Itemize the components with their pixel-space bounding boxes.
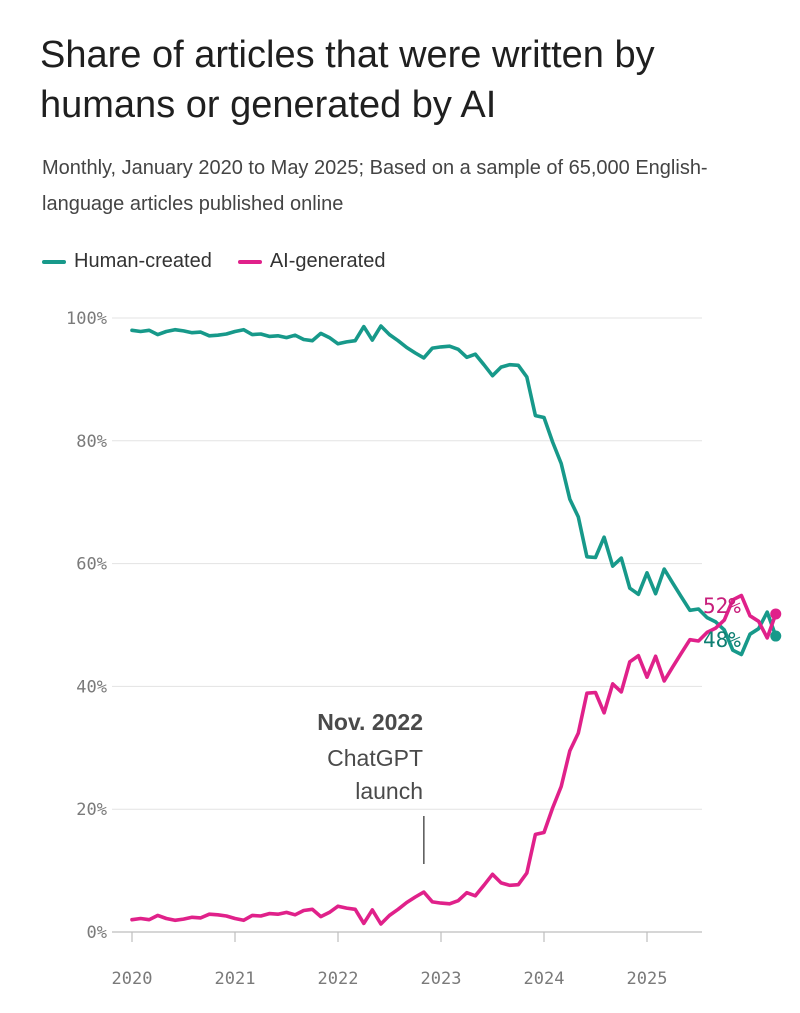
end-point-ai (770, 608, 782, 620)
series-line-human (130, 324, 778, 657)
x-axis: 2020 2021 2022 2023 2024 2025 (112, 932, 668, 989)
x-tick-label: 2022 (318, 969, 359, 989)
series-group (130, 324, 782, 926)
chart-subtitle: Monthly, January 2020 to May 2025; Based… (42, 157, 708, 215)
end-label-ai: 52% (703, 594, 741, 618)
legend-swatch-human (42, 259, 66, 264)
end-label-human: 48% (703, 628, 741, 652)
gridlines (112, 317, 702, 933)
y-tick-label: 100% (66, 309, 107, 329)
y-axis-labels: 0% 20% 40% 60% 80% 100% (66, 309, 107, 943)
annotation-date: Nov. 2022 (317, 709, 423, 735)
end-point-human (770, 630, 782, 642)
legend-swatch-ai (237, 259, 262, 264)
y-tick-label: 80% (76, 432, 107, 452)
legend-item-human: Human-created (42, 250, 212, 273)
y-tick-label: 0% (87, 923, 107, 943)
y-tick-label: 20% (76, 800, 107, 820)
legend-item-ai: AI-generated (237, 250, 386, 273)
y-tick-label: 40% (76, 677, 107, 697)
y-tick-label: 60% (76, 555, 107, 575)
legend-label-human: Human-created (74, 250, 212, 272)
x-tick-label: 2024 (524, 969, 565, 989)
chart-title: Share of articles that were written by h… (40, 34, 655, 126)
annotation-line-2: launch (355, 778, 423, 804)
x-tick-label: 2020 (112, 969, 153, 989)
series-line-ai (130, 593, 778, 926)
x-tick-label: 2025 (627, 969, 668, 989)
legend: Human-created AI-generated (42, 250, 411, 273)
x-tick-label: 2023 (421, 969, 462, 989)
x-tick-label: 2021 (215, 969, 256, 989)
annotation-line-1: ChatGPT (327, 745, 423, 771)
legend-label-ai: AI-generated (269, 250, 386, 272)
